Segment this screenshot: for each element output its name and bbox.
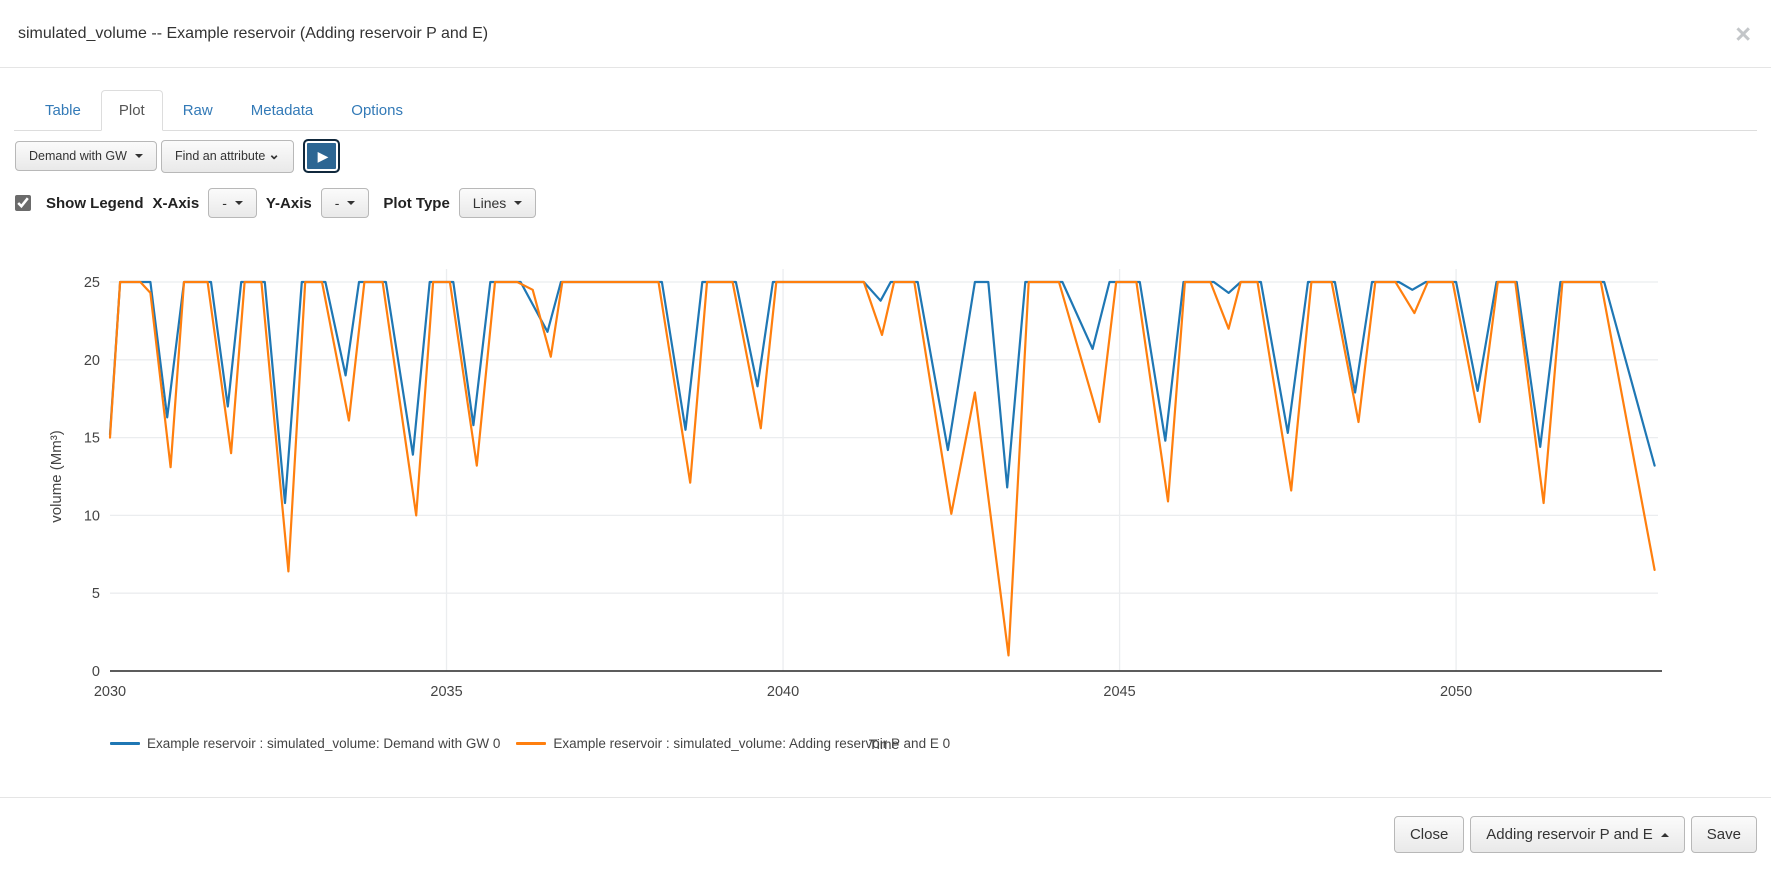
play-button[interactable]: ▶ [303,139,341,173]
volume-chart[interactable]: 0 5 10 15 20 25 2030 2035 2040 2045 2050 volume (Mm… [14,238,1757,783]
plot-type-dropdown[interactable]: Lines [458,188,537,218]
chevron-down-icon [514,201,523,205]
tab-raw[interactable]: Raw [182,102,213,119]
dialog-title: simulated_volume -- Example reservoir (A… [18,24,489,42]
tab-metadata[interactable]: Metadata [250,102,314,119]
x-axis-dropdown[interactable]: - [208,188,257,218]
y-axis-dropdown[interactable]: - [320,188,370,218]
plot-controls: Show Legend X-Axis - Y-Axis - Plot Type … [15,188,1757,218]
attribute-toolbar: Demand with GW Find an attribute ⌄ ▶ [15,139,1757,173]
scenario-dropdown-label: Demand with GW [29,149,127,163]
scenario-select-dropdown[interactable]: Adding reservoir P and E [1470,816,1685,853]
show-legend-label: Show Legend [46,194,144,212]
svg-text:2050: 2050 [1440,684,1472,700]
play-icon: ▶ [317,147,329,164]
chart-legend: Example reservoir : simulated_volume: De… [110,736,950,751]
svg-text:10: 10 [84,508,100,524]
chevron-down-icon: ⌄ [268,145,281,162]
svg-text:5: 5 [92,586,100,602]
legend-item[interactable]: Example reservoir : simulated_volume: Ad… [516,736,950,751]
scenario-dropdown[interactable]: Demand with GW [15,141,157,171]
legend-item[interactable]: Example reservoir : simulated_volume: De… [110,736,500,751]
svg-text:0: 0 [92,664,100,680]
svg-text:2040: 2040 [767,684,799,700]
x-axis-title: Time [868,736,900,752]
chevron-down-icon [347,201,356,205]
save-button[interactable]: Save [1690,816,1757,853]
svg-text:2030: 2030 [94,684,126,700]
legend-label: Example reservoir : simulated_volume: Ad… [553,736,951,751]
dialog-footer: Close Adding reservoir P and E Save [0,797,1771,871]
svg-text:2035: 2035 [430,684,462,700]
plot-type-label: Plot Type [383,194,450,212]
svg-text:2045: 2045 [1103,684,1135,700]
tab-bar: Table Plot Raw Metadata Options [14,90,1757,131]
plot-type-value: Lines [472,195,507,211]
tab-plot[interactable]: Plot [100,90,163,131]
legend-swatch-icon [516,742,547,745]
svg-text:20: 20 [84,353,100,369]
close-button[interactable]: Close [1393,816,1465,853]
find-attribute-dropdown[interactable]: Find an attribute ⌄ [160,139,295,173]
close-icon[interactable]: × [1735,18,1751,49]
dialog-header: simulated_volume -- Example reservoir (A… [0,0,1771,68]
chevron-up-icon [1660,832,1669,837]
y-axis-label: Y-Axis [265,194,312,212]
y-axis-value: - [334,195,340,211]
x-axis-label: X-Axis [152,194,200,212]
chevron-down-icon [134,154,143,158]
legend-swatch-icon [110,742,140,745]
show-legend-checkbox[interactable] [15,195,31,211]
scenario-select-value: Adding reservoir P and E [1486,826,1653,843]
tab-table[interactable]: Table [45,102,81,119]
x-axis-value: - [222,195,227,211]
chevron-down-icon [234,201,243,205]
legend-label: Example reservoir : simulated_volume: De… [147,736,501,751]
svg-text:15: 15 [84,431,100,447]
svg-text:25: 25 [84,275,100,291]
svg-text:volume (Mm³): volume (Mm³) [48,430,65,523]
dialog-body: Table Plot Raw Metadata Options Demand with … [0,68,1771,783]
tab-options[interactable]: Options [351,102,403,119]
find-attribute-label: Find an attribute [174,149,266,163]
